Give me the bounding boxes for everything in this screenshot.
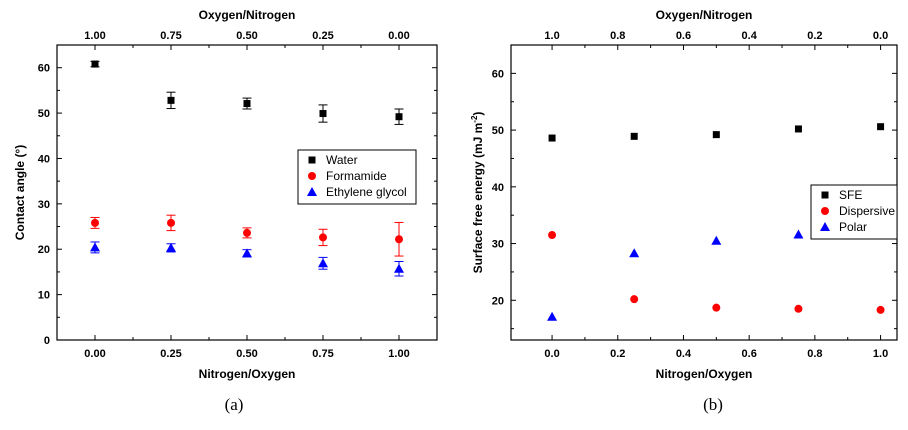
- legend-marker: [308, 172, 316, 180]
- data-point: [548, 134, 556, 142]
- series-ethylene-glycol: [90, 241, 404, 277]
- y-axis-title: Surface free energy (mJ m-2): [470, 112, 485, 274]
- y-tick-label: 50: [492, 125, 504, 137]
- top-x-tick-label: 0.0: [873, 30, 888, 42]
- data-point: [395, 113, 403, 121]
- series-water: [90, 60, 404, 125]
- y-tick-label: 40: [492, 182, 504, 194]
- data-point: [166, 242, 176, 252]
- data-point: [319, 110, 327, 118]
- top-x-tick-label: 1.00: [84, 30, 105, 42]
- x-tick-label: 0.50: [236, 348, 257, 360]
- y-axis-title: Contact angle (°): [13, 145, 27, 240]
- y-tick-label: 20: [38, 244, 50, 256]
- legend-marker: [821, 207, 829, 215]
- series-sfe: [548, 123, 885, 142]
- data-point: [877, 123, 885, 131]
- x-tick-label: 0.6: [742, 348, 757, 360]
- y-axis-title-superscript: -2: [470, 115, 479, 123]
- y-tick-label: 20: [492, 295, 504, 307]
- data-point: [794, 125, 802, 133]
- y-tick-label: 60: [492, 68, 504, 80]
- data-point: [712, 303, 721, 312]
- legend-label: Water: [326, 153, 358, 167]
- data-point: [630, 132, 638, 140]
- data-point: [319, 233, 327, 242]
- data-point: [547, 311, 558, 321]
- x-axis-title: Nitrogen/Oxygen: [656, 367, 753, 381]
- data-point: [548, 231, 557, 240]
- top-x-tick-label: 0.6: [676, 30, 691, 42]
- data-point: [394, 263, 404, 273]
- top-x-tick-label: 0.2: [807, 30, 822, 42]
- data-point: [167, 96, 175, 104]
- legend-label: Ethylene glycol: [326, 185, 407, 199]
- y-tick-label: 30: [38, 199, 50, 211]
- data-point: [876, 305, 885, 314]
- y-axis-title-end: ): [471, 112, 485, 116]
- data-point: [243, 100, 251, 108]
- data-point: [91, 60, 99, 68]
- data-point: [395, 235, 403, 244]
- x-tick-label: 0.00: [84, 348, 105, 360]
- y-tick-label: 60: [38, 63, 50, 75]
- data-point: [91, 218, 99, 227]
- data-point: [242, 248, 252, 258]
- chart-panel-b: 0.0 1.0 0.2 0.8 0.4 0.6 0.6 0.4 0.8 0.2 1.0 0.0 20 30…: [470, 8, 898, 414]
- top-x-tick-label: 0.25: [312, 30, 333, 42]
- x-tick-label: 0.0: [544, 348, 559, 360]
- legend-marker: [821, 191, 829, 199]
- top-x-tick-label: 0.8: [610, 30, 625, 42]
- data-point: [629, 248, 640, 258]
- x-tick-label: 0.2: [610, 348, 625, 360]
- legend: SFE Dispersive Polar: [810, 184, 898, 240]
- top-x-axis-title: Oxygen/Nitrogen: [199, 8, 296, 22]
- x-tick-label: 0.75: [312, 348, 333, 360]
- data-point: [318, 258, 328, 268]
- top-x-tick-label: 1.0: [544, 30, 559, 42]
- data-point: [243, 228, 251, 237]
- x-tick-label: 1.00: [388, 348, 409, 360]
- y-tick-label: 50: [38, 108, 50, 120]
- top-x-tick-label: 0.50: [236, 30, 257, 42]
- data-point: [794, 304, 803, 313]
- data-point: [712, 131, 720, 139]
- data-point: [630, 295, 639, 304]
- top-x-tick-label: 0.00: [388, 30, 409, 42]
- x-tick-label: 0.25: [160, 348, 181, 360]
- y-tick-label: 40: [38, 153, 50, 165]
- top-x-tick-label: 0.4: [742, 30, 758, 42]
- y-axis-title-text: Contact angle (°): [13, 145, 27, 240]
- x-axis-title: Nitrogen/Oxygen: [199, 367, 296, 381]
- y-tick-label: 30: [492, 239, 504, 251]
- legend: Water Formamide Ethylene glycol: [297, 149, 417, 205]
- data-point: [793, 229, 804, 239]
- y-tick-label: 0: [44, 335, 50, 347]
- legend-label: SFE: [839, 188, 862, 202]
- x-tick-label: 0.4: [676, 348, 692, 360]
- data-point: [711, 235, 722, 245]
- data-point: [167, 218, 175, 227]
- x-tick-label: 0.8: [807, 348, 822, 360]
- data-point: [90, 242, 100, 252]
- legend-marker: [820, 222, 830, 231]
- y-axis-title-text: Surface free energy (mJ m: [471, 123, 485, 274]
- legend-box: [297, 149, 417, 205]
- y-tick-label: 10: [38, 290, 50, 302]
- series-formamide: [90, 214, 404, 257]
- legend-label: Dispersive: [839, 204, 895, 218]
- legend-marker: [308, 156, 316, 164]
- top-x-axis-title: Oxygen/Nitrogen: [656, 8, 753, 22]
- x-tick-label: 1.0: [873, 348, 888, 360]
- legend-marker: [307, 187, 317, 196]
- chart-panel-a: 0.00 1.00 0.25 0.75 0.50 0.50 0.75 0.25 1.00 0.00…: [13, 8, 438, 414]
- legend-label: Formamide: [326, 169, 387, 183]
- legend-label: Polar: [839, 220, 867, 234]
- panel-caption: (b): [703, 395, 723, 414]
- top-x-tick-label: 0.75: [160, 30, 181, 42]
- series-dispersive: [548, 231, 885, 314]
- panel-caption: (a): [225, 395, 244, 414]
